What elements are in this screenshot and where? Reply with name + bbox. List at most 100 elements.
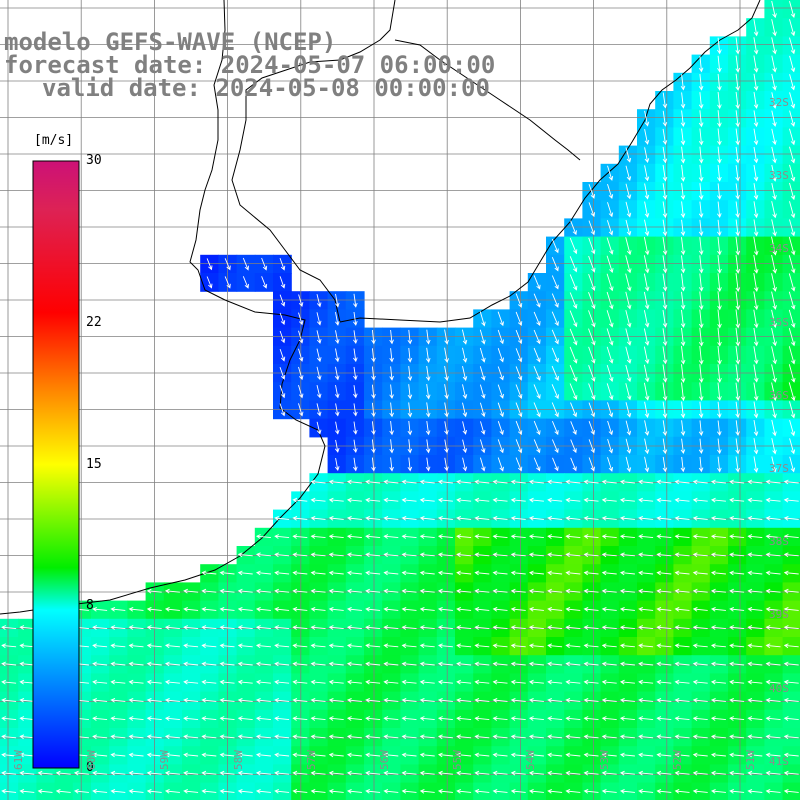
wind-vector-arrow: [588, 273, 596, 291]
wind-vector-arrow: [753, 273, 759, 293]
wind-vector-arrow: [765, 515, 781, 521]
wind-vector-arrow: [401, 479, 417, 485]
wind-vector-arrow: [183, 770, 199, 776]
wind-vector-arrow: [201, 734, 217, 740]
wind-vector-arrow: [662, 183, 668, 200]
wind-vector-arrow: [437, 570, 453, 576]
wind-vector-arrow: [383, 552, 399, 558]
wind-vector-arrow: [547, 661, 563, 667]
wind-vector-arrow: [224, 276, 231, 289]
wind-vector-arrow: [680, 456, 686, 473]
wind-vector-arrow: [729, 661, 745, 667]
wind-vector-arrow: [771, 309, 777, 329]
wind-vector-arrow: [419, 661, 435, 667]
wind-speed-cell: [782, 382, 800, 401]
wind-vector-arrow: [638, 788, 654, 794]
wind-vector-arrow: [474, 752, 490, 758]
wind-vector-arrow: [389, 366, 394, 381]
wind-vector-arrow: [437, 697, 453, 703]
wind-vector-arrow: [492, 588, 508, 594]
wind-vector-arrow: [588, 184, 596, 199]
wind-vector-arrow: [146, 661, 162, 667]
wind-vector-arrow: [765, 479, 781, 485]
wind-vector-arrow: [729, 552, 745, 558]
wind-vector-arrow: [274, 716, 290, 721]
wind-vector-arrow: [680, 92, 686, 109]
wind-vector-arrow: [255, 606, 271, 612]
wind-vector-arrow: [551, 275, 559, 290]
wind-vector-arrow: [219, 570, 235, 576]
wind-vector-arrow: [164, 661, 180, 667]
wind-vector-arrow: [1, 716, 17, 721]
title-model: modelo GEFS-WAVE (NCEP): [4, 28, 337, 56]
wind-vector-arrow: [735, 219, 741, 237]
wind-vector-arrow: [606, 383, 614, 401]
wind-vector-arrow: [601, 679, 617, 685]
wind-vector-arrow: [292, 497, 308, 503]
wind-vector-arrow: [771, 0, 777, 19]
wind-vector-arrow: [237, 588, 253, 594]
wind-vector-arrow: [789, 19, 796, 37]
wind-vector-arrow: [583, 788, 599, 794]
wind-vector-arrow: [92, 716, 108, 721]
wind-vector-arrow: [783, 679, 799, 685]
wind-vector-arrow: [662, 92, 668, 109]
wind-speed-cell: [782, 91, 800, 110]
wind-vector-arrow: [310, 606, 326, 612]
wind-vector-arrow: [680, 219, 686, 237]
wind-vector-arrow: [551, 293, 559, 308]
latitude-label: 37S: [769, 462, 789, 475]
wind-vector-arrow: [371, 366, 376, 381]
wind-vector-arrow: [528, 697, 544, 703]
wind-vector-arrow: [662, 255, 668, 274]
wind-vector-arrow: [407, 420, 413, 436]
wind-vector-arrow: [788, 291, 796, 310]
wind-vector-arrow: [492, 625, 508, 630]
wind-vector-arrow: [601, 697, 617, 703]
wind-vector-arrow: [201, 606, 217, 612]
wind-vector-arrow: [255, 752, 271, 758]
wind-vector-arrow: [255, 734, 271, 740]
wind-vector-arrow: [389, 384, 394, 400]
wind-vector-arrow: [515, 348, 523, 363]
wind-vector-arrow: [419, 570, 435, 576]
wind-vector-arrow: [401, 570, 417, 576]
wind-vector-arrow: [242, 257, 249, 271]
wind-vector-arrow: [37, 770, 53, 776]
wind-vector-arrow: [583, 716, 599, 721]
wind-vector-arrow: [565, 479, 581, 485]
wind-vector-arrow: [437, 752, 453, 758]
wind-vector-arrow: [456, 716, 472, 721]
wind-vector-arrow: [717, 219, 722, 237]
wind-vector-arrow: [92, 661, 108, 667]
wind-vector-arrow: [298, 348, 304, 362]
wind-vector-arrow: [419, 588, 435, 594]
wind-vector-arrow: [419, 606, 435, 612]
wind-vector-arrow: [279, 330, 286, 344]
wind-vector-arrow: [644, 110, 650, 127]
wind-vector-arrow: [547, 479, 563, 485]
latitude-label: 34S: [769, 242, 789, 256]
wind-vector-arrow: [643, 291, 650, 310]
wind-vector-arrow: [783, 716, 799, 721]
title-forecast-date: forecast date: 2024-05-07 06:00:00: [4, 51, 496, 79]
wind-speed-cell: [782, 218, 800, 238]
wind-vector-arrow: [274, 679, 290, 685]
wind-vector-arrow: [625, 420, 632, 436]
wind-vector-arrow: [735, 165, 740, 182]
wind-vector-arrow: [237, 606, 253, 612]
wind-vector-arrow: [747, 661, 763, 667]
wind-vector-arrow: [692, 515, 708, 521]
wind-vector-arrow: [680, 420, 686, 437]
wind-vector-arrow: [73, 770, 89, 776]
wind-vector-arrow: [547, 788, 563, 794]
wind-vector-arrow: [146, 716, 162, 721]
wind-vector-arrow: [479, 329, 486, 345]
wind-vector-arrow: [219, 752, 235, 758]
wind-vector-arrow: [735, 254, 741, 274]
wind-vector-arrow: [515, 384, 523, 399]
wind-vector-arrow: [164, 752, 180, 758]
wind-vector-arrow: [735, 236, 741, 256]
wind-vector-arrow: [128, 734, 144, 740]
wind-vector-arrow: [680, 255, 686, 274]
